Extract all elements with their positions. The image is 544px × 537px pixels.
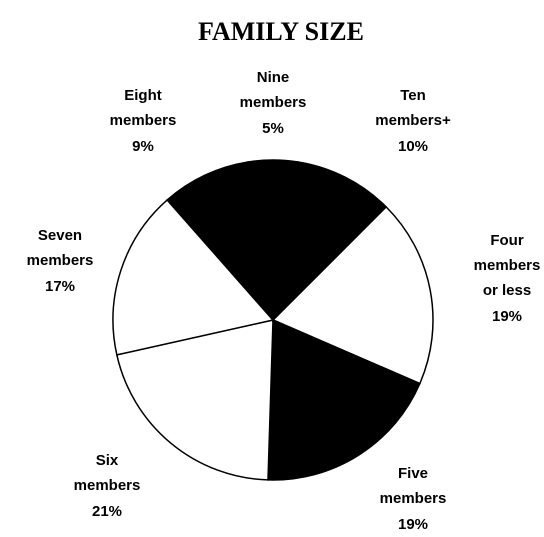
pie-slice — [166, 161, 275, 323]
pie — [112, 159, 434, 481]
value-label: 19% — [492, 308, 522, 325]
value-label: 19% — [398, 516, 428, 533]
chart-title: FAMILY SIZE — [198, 17, 364, 46]
category-label: Ten members+ — [375, 87, 451, 129]
category-label: Eight members — [110, 87, 177, 129]
value-label: 9% — [132, 138, 154, 155]
value-label: 21% — [92, 503, 122, 520]
pie-slice — [271, 205, 434, 385]
value-label: 10% — [398, 138, 428, 155]
labels: Four members or less 19% Five members 19% Six me… — [27, 69, 541, 533]
pie-slice — [271, 161, 388, 323]
pie-slice — [112, 198, 275, 356]
value-label: 5% — [262, 120, 284, 137]
category-label: Four members or less — [474, 232, 541, 299]
category-label: Seven members — [27, 227, 94, 269]
category-label: Five members — [380, 465, 447, 507]
pie-slice — [267, 318, 421, 481]
category-label: Nine members — [240, 69, 307, 111]
category-label: Six members — [74, 452, 141, 494]
value-label: 17% — [45, 278, 75, 295]
pie-slice — [115, 319, 274, 481]
